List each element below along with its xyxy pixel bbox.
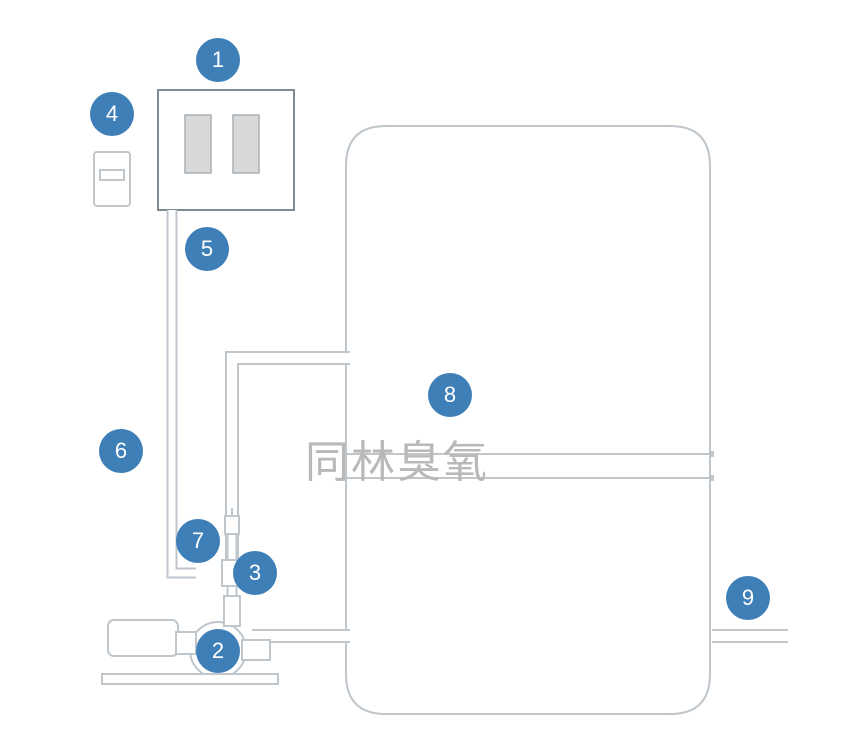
controller xyxy=(94,152,130,206)
badge-8: 8 xyxy=(428,373,472,417)
badge-1: 1 xyxy=(196,38,240,82)
badge-2: 2 xyxy=(196,629,240,673)
badge-6: 6 xyxy=(99,429,143,473)
pump xyxy=(102,596,278,684)
badge-5: 5 xyxy=(185,227,229,271)
badge-3: 3 xyxy=(233,551,277,595)
tank xyxy=(342,126,714,714)
badge-4: 4 xyxy=(90,92,134,136)
watermark-text: 同林臭氧 xyxy=(305,426,489,490)
ozone-generator xyxy=(158,90,294,210)
badge-9: 9 xyxy=(726,576,770,620)
badge-7: 7 xyxy=(176,519,220,563)
